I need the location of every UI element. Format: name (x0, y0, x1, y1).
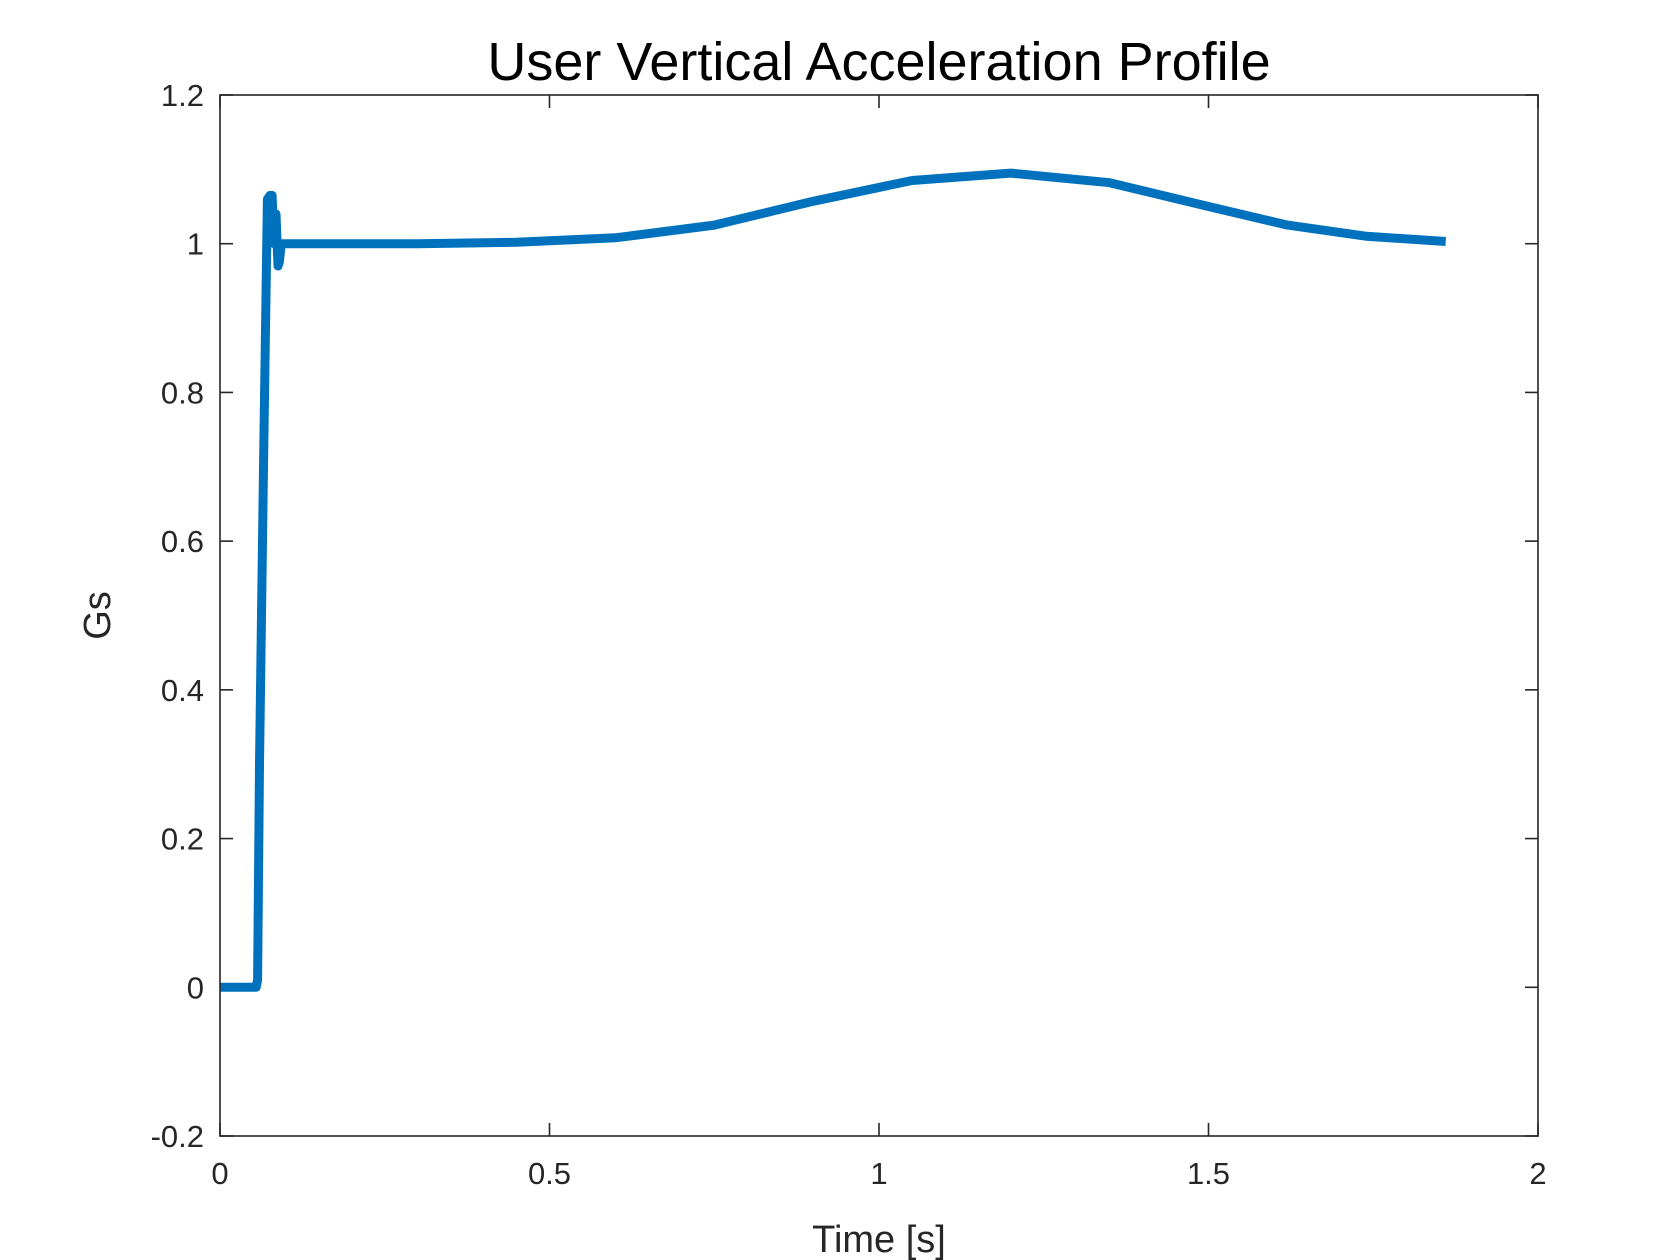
y-tick-label: 0.8 (161, 375, 204, 410)
x-tick-label: 0 (211, 1156, 228, 1191)
y-tick-label: 1.2 (161, 78, 204, 113)
y-tick-label: 0 (187, 970, 204, 1005)
y-axis-label: Gs (77, 591, 119, 640)
x-tick-label: 0.5 (528, 1156, 571, 1191)
x-tick-label: 1.5 (1187, 1156, 1230, 1191)
y-tick-label: 1 (187, 227, 204, 262)
plot-area (220, 95, 1538, 1136)
chart-title: User Vertical Acceleration Profile (487, 32, 1270, 92)
series-line (220, 168, 1446, 992)
axis-ticks: 0 0.5 1 1.5 2-0.200.20.40.60.811.2 (151, 78, 1547, 1191)
axes-box (219, 94, 1539, 1137)
y-tick-label: 0.6 (161, 524, 204, 559)
y-tick-label: 0.4 (161, 673, 204, 708)
x-tick-label: 2 (1529, 1156, 1546, 1191)
x-tick-label: 1 (870, 1156, 887, 1191)
series-group (220, 168, 1446, 992)
y-tick-label: 0.2 (161, 822, 204, 857)
y-tick-label: -0.2 (151, 1119, 204, 1154)
x-axis-label: Time [s] (812, 1219, 946, 1260)
